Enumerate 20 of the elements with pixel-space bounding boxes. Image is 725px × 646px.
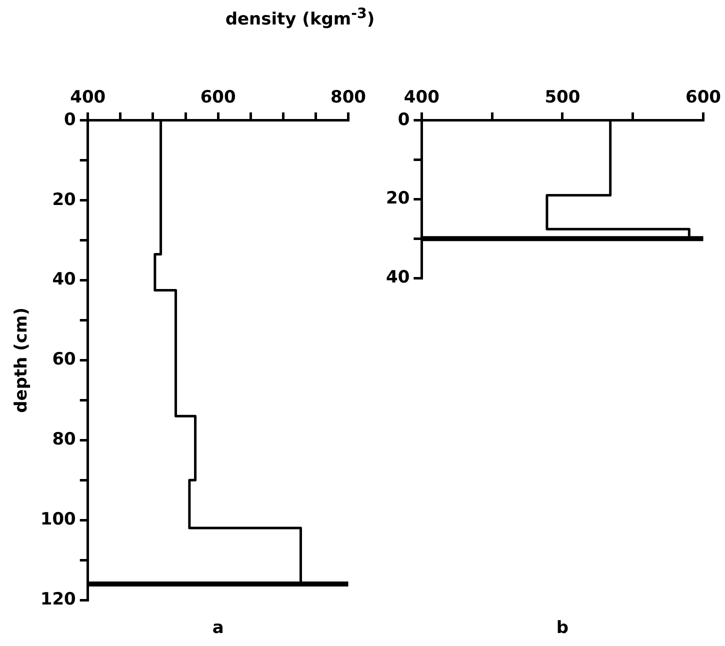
y-tick-label: 0 xyxy=(398,110,410,130)
text: a xyxy=(211,618,225,638)
x-tick-label: 500 xyxy=(544,88,580,108)
y-tick-label: 100 xyxy=(40,509,76,530)
y-tick-label: 40 xyxy=(386,267,410,288)
y-tick-label: 20 xyxy=(386,188,410,209)
x-tick-label: 400 xyxy=(70,88,106,108)
text: b xyxy=(555,618,570,638)
x-tick-label: 600 xyxy=(686,88,722,108)
y-tick-label: 120 xyxy=(40,589,76,610)
x-tick-label: 400 xyxy=(404,88,440,108)
y-tick-label: 20 xyxy=(52,190,76,210)
y-tick-label: 40 xyxy=(52,270,76,290)
x-tick-label: 800 xyxy=(330,88,366,108)
y-tick-label: 0 xyxy=(64,110,76,130)
x-axis-title: density (kgm$^{-3}$) xyxy=(224,6,376,30)
x-tick-label: 600 xyxy=(200,88,236,108)
y-tick-label: 60 xyxy=(52,350,76,370)
y-axis-title: depth (cm) xyxy=(12,308,32,413)
y-tick-label: 80 xyxy=(52,430,76,450)
